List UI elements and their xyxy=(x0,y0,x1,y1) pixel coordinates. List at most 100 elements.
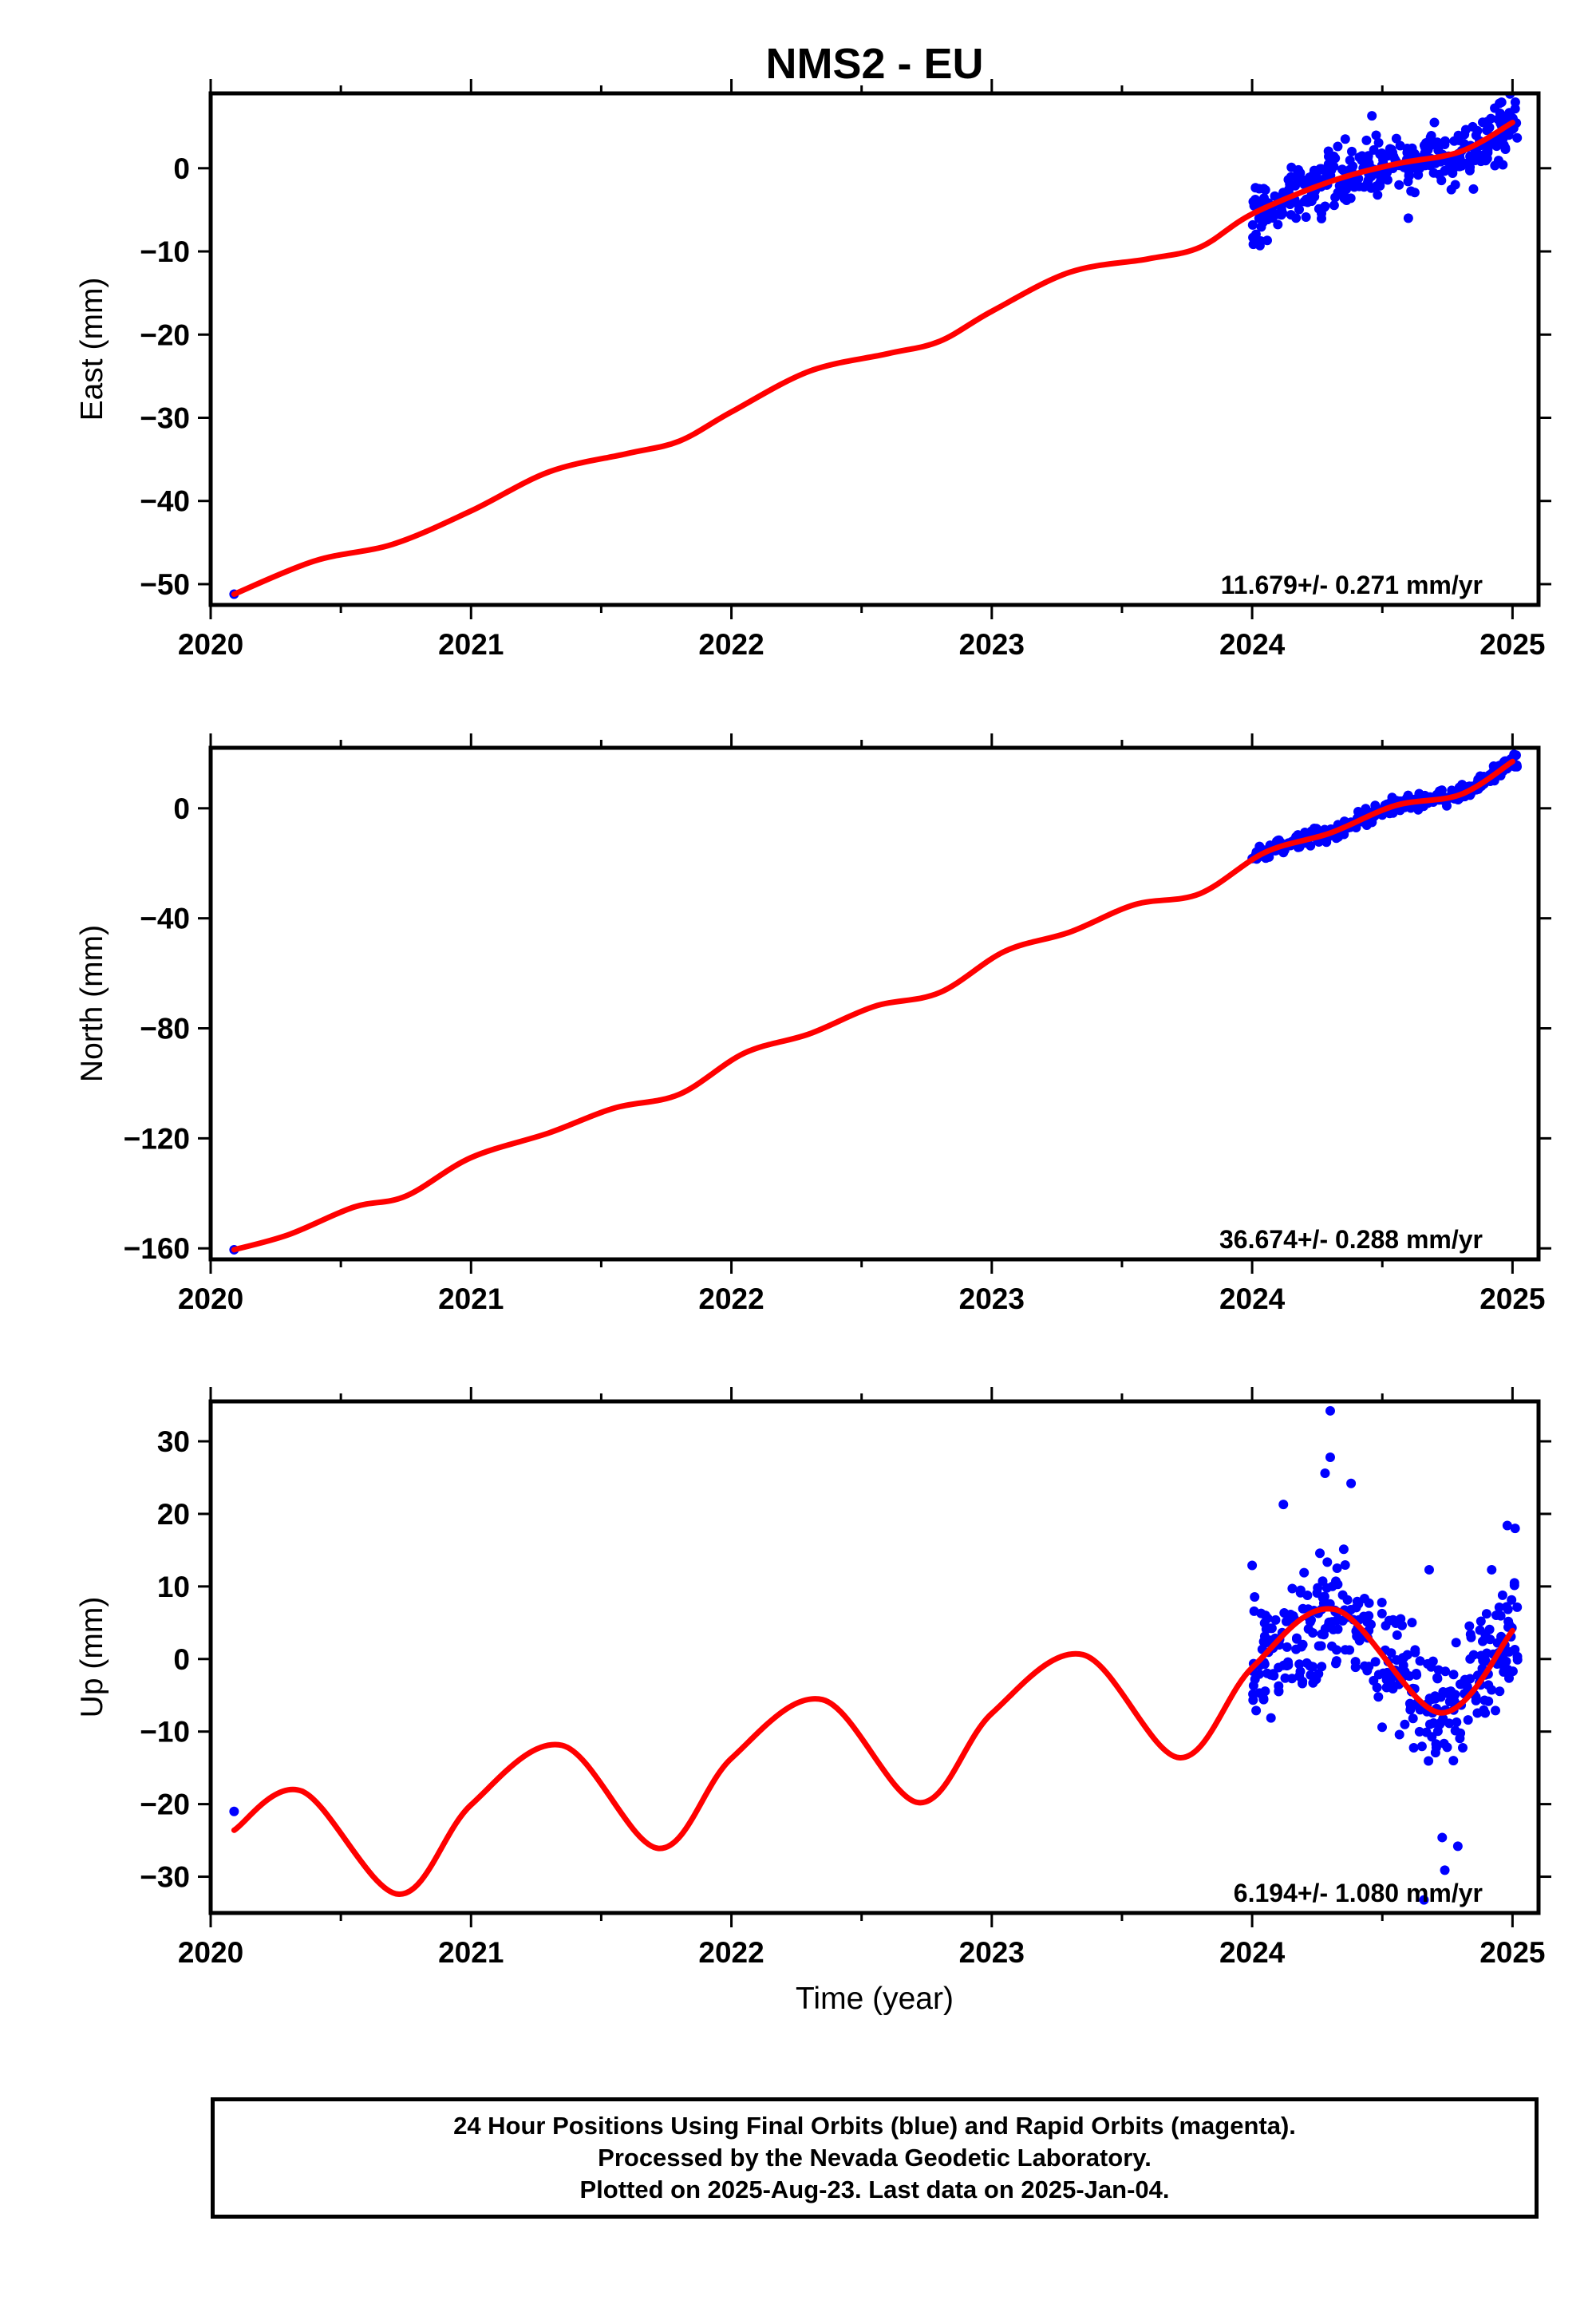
observation-point xyxy=(1430,1748,1440,1758)
observation-point xyxy=(1340,134,1350,144)
observation-point xyxy=(1495,1611,1506,1621)
observation-point xyxy=(1452,1717,1462,1727)
observation-point xyxy=(1482,1648,1492,1658)
observation-point xyxy=(1463,1715,1473,1725)
observation-point xyxy=(1480,148,1491,159)
observation-point xyxy=(1320,1623,1330,1634)
rate-annotation: 36.674+/- 0.288 mm/yr xyxy=(1219,1225,1483,1254)
observation-point xyxy=(1286,172,1296,182)
observation-point xyxy=(1509,1580,1519,1591)
observation-point xyxy=(1428,1656,1438,1666)
observation-point xyxy=(1503,1616,1514,1626)
observation-point xyxy=(1291,1644,1302,1654)
observation-point xyxy=(1432,1726,1443,1737)
observation-point xyxy=(1447,785,1457,796)
x-tick-label: 2023 xyxy=(959,1936,1025,1969)
observation-point xyxy=(1291,213,1302,223)
observation-point xyxy=(1438,1713,1448,1724)
observation-point xyxy=(1397,1620,1407,1630)
x-tick-label: 2020 xyxy=(178,1936,243,1969)
observation-point xyxy=(1375,178,1385,188)
y-tick-label: 10 xyxy=(157,1571,190,1603)
observation-point xyxy=(1498,160,1508,170)
observation-point xyxy=(1317,1576,1328,1587)
observation-point xyxy=(1487,1564,1497,1575)
observation-point xyxy=(1500,144,1511,154)
observation-point xyxy=(1453,130,1464,140)
plot-frame xyxy=(208,1399,1541,1915)
observation-point xyxy=(1373,137,1384,148)
observation-point xyxy=(1269,1670,1279,1681)
observation-point xyxy=(1333,141,1343,152)
plot-frame xyxy=(208,91,1541,607)
observation-point xyxy=(1322,1557,1333,1567)
observation-point xyxy=(1317,1662,1327,1672)
y-tick-label: −30 xyxy=(140,401,190,434)
observation-point xyxy=(1464,1621,1475,1631)
observation-point xyxy=(1334,180,1345,191)
observation-point xyxy=(1392,1655,1402,1665)
observation-point xyxy=(1504,1673,1514,1683)
observation-point xyxy=(1414,1726,1424,1737)
x-tick-label: 2022 xyxy=(698,628,764,661)
data-layer xyxy=(229,93,1523,599)
observation-point xyxy=(1448,1670,1459,1680)
observation-point xyxy=(1415,1656,1425,1666)
observation-point xyxy=(1350,1662,1361,1673)
observation-point xyxy=(229,1806,239,1816)
observation-point xyxy=(1370,1657,1381,1667)
observation-point xyxy=(1254,240,1265,251)
observation-point xyxy=(1325,1452,1335,1463)
panel-north: −160 −120 −80 −40 0 2020 2021 2022 2023 2024 2025 N… xyxy=(75,733,1551,1315)
observation-point xyxy=(1462,1682,1472,1692)
observation-point xyxy=(1325,1405,1335,1416)
observation-point xyxy=(1437,1832,1448,1843)
observation-point xyxy=(1305,1661,1315,1671)
observation-point xyxy=(1507,1595,1517,1605)
observation-point xyxy=(1315,164,1325,174)
observation-point xyxy=(1439,1738,1449,1749)
observation-point xyxy=(1267,213,1278,223)
observation-point xyxy=(1279,1608,1290,1618)
observation-point xyxy=(1392,1630,1402,1640)
observation-point xyxy=(1431,1739,1441,1749)
observation-point xyxy=(1337,1590,1348,1600)
observation-point xyxy=(1369,1675,1379,1686)
observation-point xyxy=(1409,188,1420,198)
observation-point xyxy=(1450,1690,1460,1700)
observation-point xyxy=(1502,1520,1512,1531)
observation-point xyxy=(1427,1732,1437,1742)
observation-point xyxy=(1402,1650,1412,1660)
observation-series xyxy=(229,93,1523,599)
observation-point xyxy=(1362,1617,1373,1627)
observation-point xyxy=(1416,1741,1427,1752)
observation-point xyxy=(1337,164,1347,175)
observation-point xyxy=(1373,190,1383,200)
x-tick-label: 2022 xyxy=(698,1936,764,1969)
observation-point xyxy=(1479,1695,1490,1705)
observation-point xyxy=(1247,219,1258,230)
observation-point xyxy=(1424,1756,1434,1766)
x-tick-label: 2021 xyxy=(438,1282,504,1315)
plot-frame xyxy=(208,745,1541,1262)
observation-point xyxy=(1470,156,1480,165)
observation-point xyxy=(1312,825,1322,836)
observation-point xyxy=(1278,208,1288,219)
observation-point xyxy=(1411,1669,1421,1678)
footer-box: 24 Hour Positions Using Final Orbits (bl… xyxy=(211,2097,1539,2219)
observation-point xyxy=(1388,1684,1398,1694)
y-tick-label: −20 xyxy=(140,1788,190,1821)
observation-point xyxy=(1480,1708,1491,1718)
observation-point xyxy=(1504,1646,1515,1657)
observation-point xyxy=(1256,222,1266,232)
observation-point xyxy=(1440,1666,1451,1677)
observation-point xyxy=(1408,1713,1418,1724)
observation-point xyxy=(1455,1733,1465,1744)
observation-point xyxy=(1377,1722,1387,1733)
y-tick-label: 0 xyxy=(173,792,190,825)
observation-point xyxy=(1298,1676,1308,1686)
observation-point xyxy=(1280,1673,1290,1683)
observation-point xyxy=(1452,1841,1463,1852)
observation-point xyxy=(1303,1624,1314,1634)
